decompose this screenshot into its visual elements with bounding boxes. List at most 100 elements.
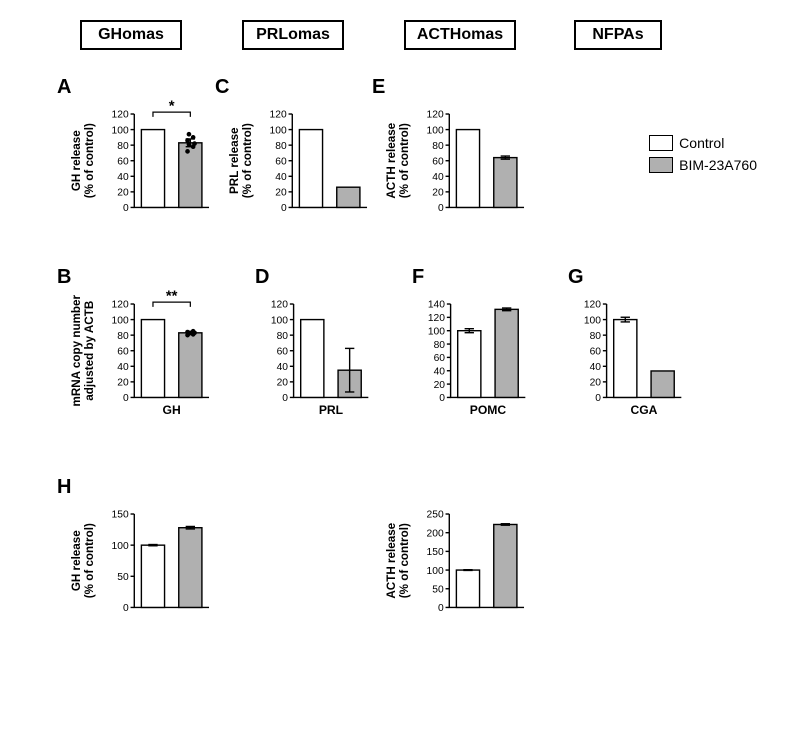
svg-text:CGA: CGA xyxy=(630,403,657,417)
svg-text:20: 20 xyxy=(275,188,287,199)
svg-text:100: 100 xyxy=(112,125,129,136)
svg-text:*: * xyxy=(169,100,175,114)
legend-label-bim: BIM-23A760 xyxy=(679,157,757,173)
svg-text:0: 0 xyxy=(438,603,444,614)
svg-text:80: 80 xyxy=(277,331,289,342)
svg-text:120: 120 xyxy=(271,300,288,311)
svg-text:100: 100 xyxy=(584,315,601,326)
svg-text:20: 20 xyxy=(590,378,602,389)
svg-text:100: 100 xyxy=(427,125,444,136)
svg-text:120: 120 xyxy=(112,300,129,311)
legend-bim: BIM-23A760 xyxy=(649,157,757,173)
svg-text:0: 0 xyxy=(123,603,129,614)
legend-swatch-control xyxy=(649,135,673,151)
svg-text:40: 40 xyxy=(275,172,287,183)
svg-text:20: 20 xyxy=(434,380,446,391)
svg-text:0: 0 xyxy=(282,393,288,404)
panel-C: C020406080100120PRL release(% of control… xyxy=(223,100,398,242)
svg-text:20: 20 xyxy=(432,188,444,199)
svg-text:100: 100 xyxy=(428,326,445,337)
legend-control: Control xyxy=(649,135,757,151)
svg-text:60: 60 xyxy=(275,156,287,167)
svg-text:**: ** xyxy=(166,290,178,304)
header-prlomas: PRLomas xyxy=(242,20,344,50)
svg-text:120: 120 xyxy=(428,313,445,324)
header-acthomas: ACTHomas xyxy=(404,20,516,50)
panel-letter: F xyxy=(412,266,424,289)
svg-text:mRNA copy numberadjusted by AC: mRNA copy numberadjusted by ACTB xyxy=(70,294,96,406)
svg-text:60: 60 xyxy=(590,346,602,357)
header-ghomas: GHomas xyxy=(80,20,182,50)
svg-text:80: 80 xyxy=(117,331,129,342)
svg-text:80: 80 xyxy=(434,340,446,351)
svg-text:60: 60 xyxy=(117,346,129,357)
svg-text:40: 40 xyxy=(432,172,444,183)
svg-text:0: 0 xyxy=(439,393,445,404)
figure-root: GHomas PRLomas ACTHomas NFPAs Control BI… xyxy=(20,20,767,710)
svg-text:GH release(% of control): GH release(% of control) xyxy=(70,123,96,198)
panel-F: F020406080100120140POMC xyxy=(420,290,555,432)
svg-text:250: 250 xyxy=(427,510,444,521)
panel-E: E020406080100120ACTH release(% of contro… xyxy=(380,100,555,242)
svg-text:150: 150 xyxy=(112,510,129,521)
panel-letter: H xyxy=(57,476,71,499)
svg-text:POMC: POMC xyxy=(470,403,507,417)
svg-text:120: 120 xyxy=(427,110,444,121)
svg-text:80: 80 xyxy=(590,331,602,342)
panel-letter: A xyxy=(57,76,71,99)
svg-text:80: 80 xyxy=(117,141,129,152)
svg-text:ACTH release(% of control): ACTH release(% of control) xyxy=(385,122,411,198)
svg-text:100: 100 xyxy=(112,541,129,552)
panel-H: H050100150GH release(% of control) xyxy=(65,500,240,642)
panel-I: 0 50 100 150 200 250 ACTH release(% of control… xyxy=(380,500,555,642)
svg-text:50: 50 xyxy=(117,572,129,583)
panel-B: B020406080100120**GHmRNA copy numberadju… xyxy=(65,290,240,432)
svg-text:ACTH release(% of control): ACTH release(% of control) xyxy=(385,522,411,598)
svg-text:0: 0 xyxy=(438,203,444,214)
legend-swatch-bim xyxy=(649,157,673,173)
svg-text:GH: GH xyxy=(163,403,181,417)
svg-text:PRL: PRL xyxy=(319,403,344,417)
svg-text:100: 100 xyxy=(427,566,444,577)
legend: Control BIM-23A760 xyxy=(649,135,757,179)
panel-letter: E xyxy=(372,76,385,99)
svg-text:40: 40 xyxy=(434,366,446,377)
svg-text:0: 0 xyxy=(595,393,601,404)
panel-letter: G xyxy=(568,266,584,289)
svg-text:20: 20 xyxy=(117,378,129,389)
svg-text:120: 120 xyxy=(584,300,601,311)
header-nfpas: NFPAs xyxy=(574,20,662,50)
panel-letter: D xyxy=(255,266,269,289)
panel-letter: B xyxy=(57,266,71,289)
svg-text:50: 50 xyxy=(432,584,444,595)
svg-text:100: 100 xyxy=(112,315,129,326)
svg-text:100: 100 xyxy=(270,125,287,136)
svg-text:PRL release(% of control): PRL release(% of control) xyxy=(228,123,254,198)
svg-text:200: 200 xyxy=(427,528,444,539)
svg-text:40: 40 xyxy=(117,172,129,183)
svg-text:120: 120 xyxy=(270,110,287,121)
svg-text:60: 60 xyxy=(277,346,289,357)
svg-text:40: 40 xyxy=(117,362,129,373)
svg-text:140: 140 xyxy=(428,300,445,311)
panel-G: G020406080100120CGA xyxy=(576,290,711,432)
svg-text:80: 80 xyxy=(432,141,444,152)
legend-label-control: Control xyxy=(679,135,724,151)
svg-text:150: 150 xyxy=(427,547,444,558)
svg-text:60: 60 xyxy=(432,156,444,167)
svg-text:40: 40 xyxy=(277,362,289,373)
svg-text:40: 40 xyxy=(590,362,602,373)
column-headers: GHomas PRLomas ACTHomas NFPAs xyxy=(80,20,722,50)
svg-text:GH release(% of control): GH release(% of control) xyxy=(70,523,96,598)
svg-text:100: 100 xyxy=(271,315,288,326)
panel-D: D020406080100120PRL xyxy=(263,290,398,432)
panel-A: A020406080100120*GH release(% of control… xyxy=(65,100,240,242)
svg-text:20: 20 xyxy=(277,378,289,389)
svg-text:20: 20 xyxy=(117,188,129,199)
svg-text:60: 60 xyxy=(117,156,129,167)
svg-text:0: 0 xyxy=(123,203,129,214)
svg-text:120: 120 xyxy=(112,110,129,121)
svg-text:60: 60 xyxy=(434,353,446,364)
svg-text:0: 0 xyxy=(123,393,129,404)
svg-text:80: 80 xyxy=(275,141,287,152)
